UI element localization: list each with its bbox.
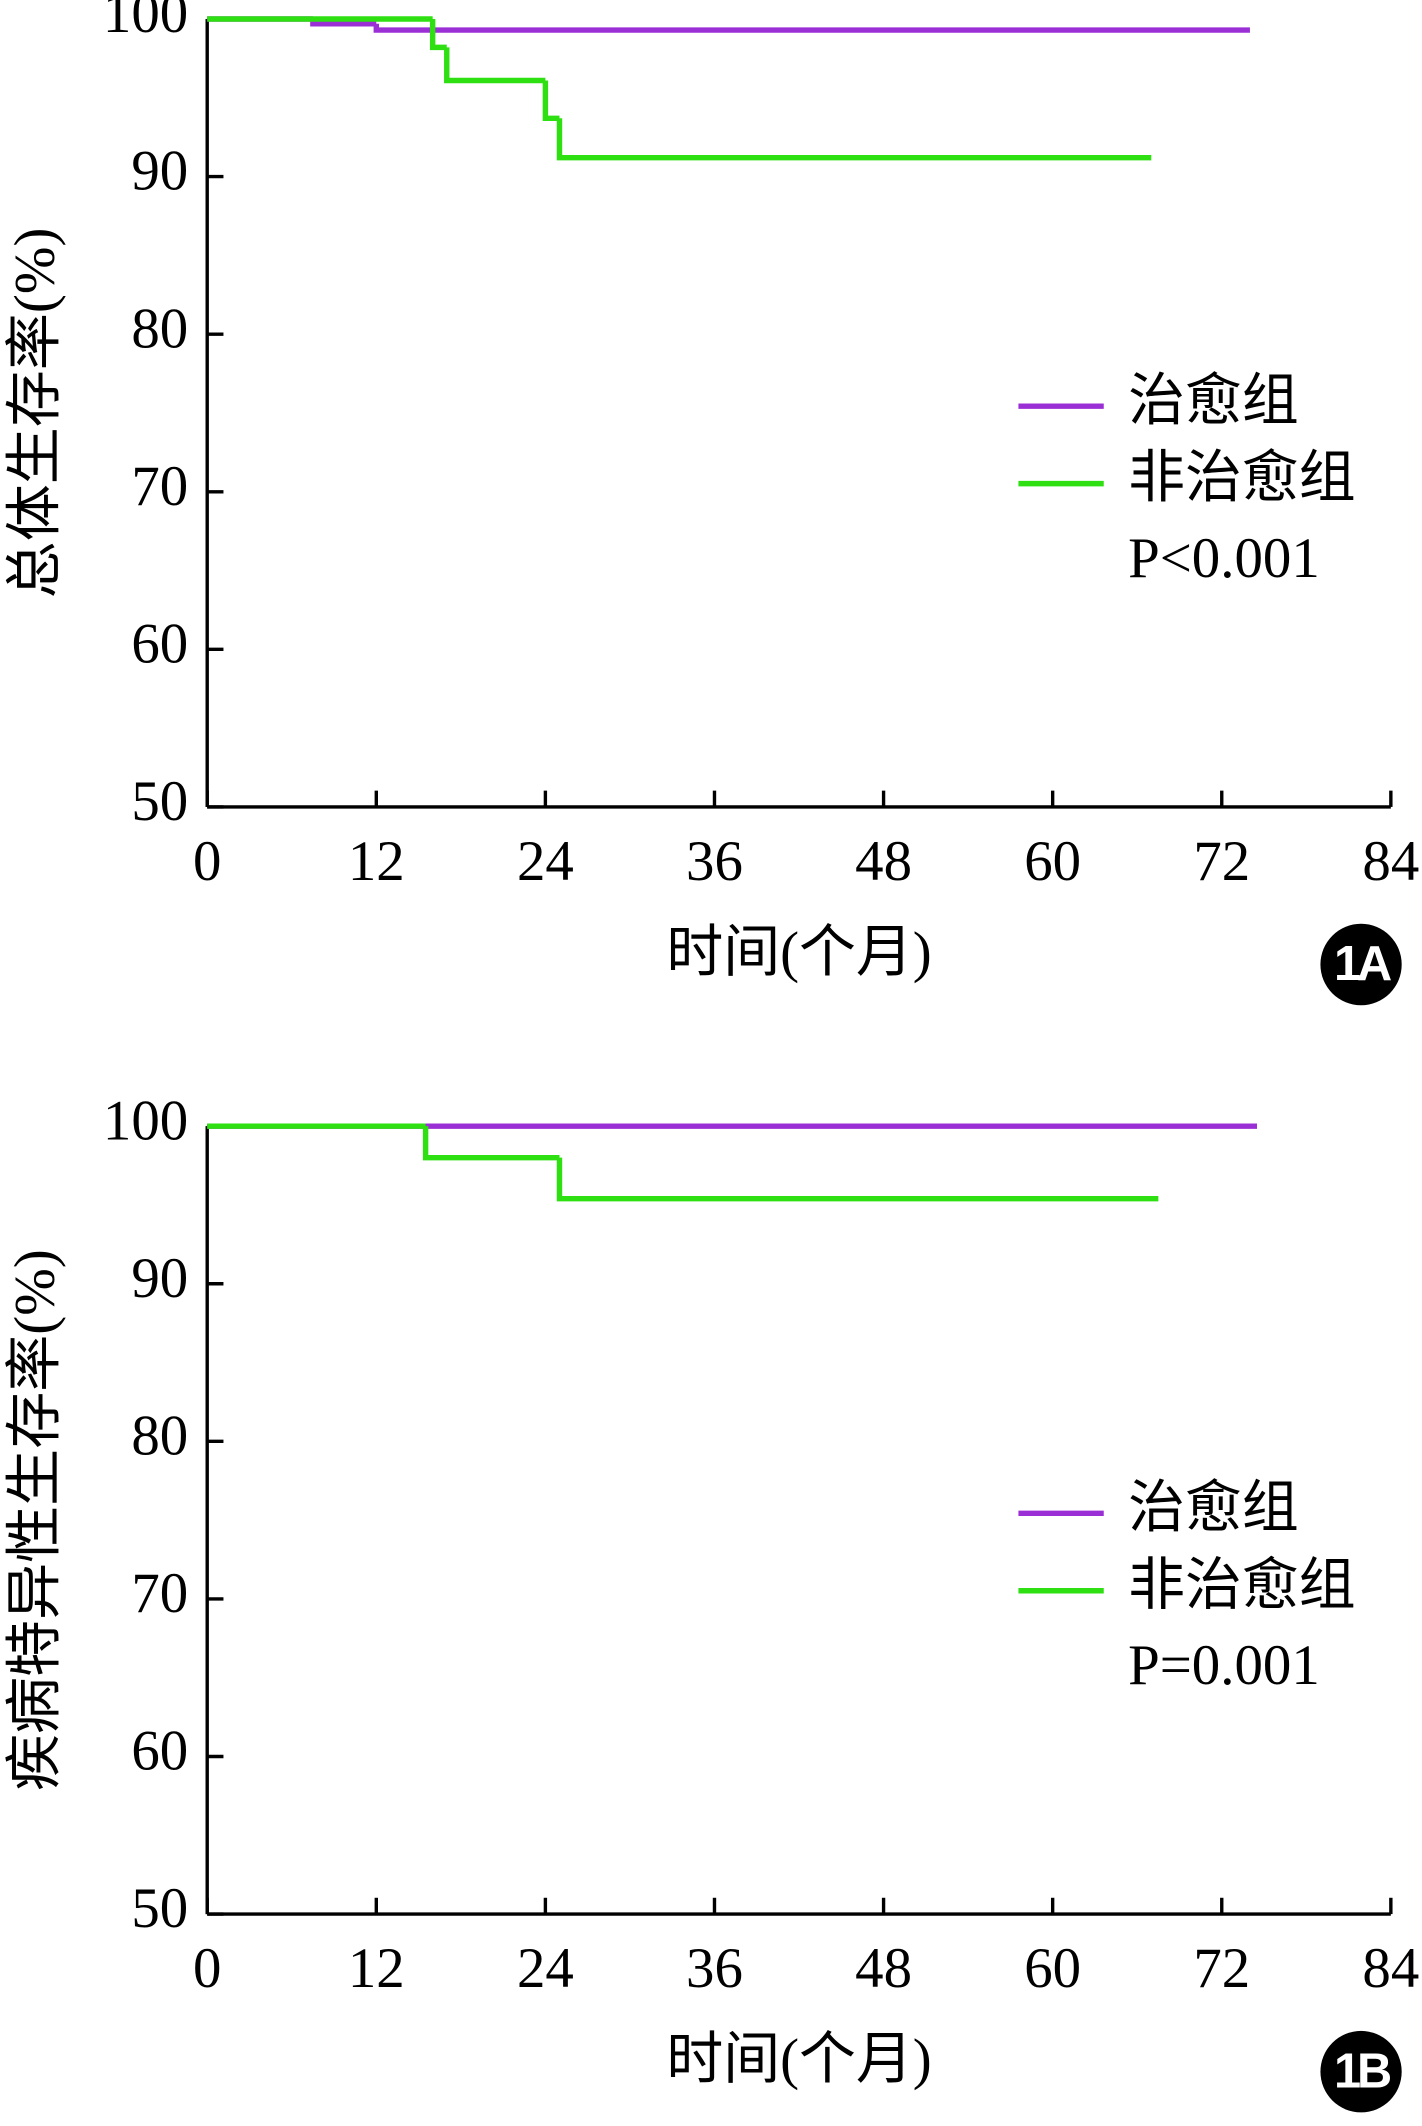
panel-badge <box>1320 2030 1402 2113</box>
y-tick-label: 70 <box>131 455 188 518</box>
x-tick-label: 48 <box>855 1937 912 2000</box>
y-axis-label: 总体生存率(%) <box>4 228 67 599</box>
p-value-annotation: P<0.001 <box>1128 527 1320 590</box>
y-tick-label: 100 <box>103 1089 188 1152</box>
y-tick-label: 90 <box>131 140 188 203</box>
x-tick-label: 60 <box>1024 830 1081 893</box>
chart-panel: 50 60 70 80 90 100 0 12 24 36 48 60 72 84 时间(个月) 总体生存率(… <box>4 0 1419 1006</box>
y-tick-label: 60 <box>131 612 188 675</box>
survival-step <box>542 80 560 122</box>
survival-step <box>556 118 1152 161</box>
legend-label: 治愈组 <box>1128 1476 1299 1539</box>
x-tick-label: 12 <box>348 1937 405 2000</box>
survival-step <box>444 47 546 84</box>
survival-step <box>556 1157 1159 1202</box>
y-tick-label: 80 <box>131 1404 188 1467</box>
x-tick-label: 84 <box>1362 1937 1419 2000</box>
legend-label: 非治愈组 <box>1128 447 1355 510</box>
x-tick-label: 0 <box>193 1937 221 2000</box>
legend-label: 治愈组 <box>1128 369 1299 432</box>
y-tick-label: 60 <box>131 1720 188 1783</box>
panel-label: 1A <box>1334 937 1391 991</box>
y-tick-label: 50 <box>131 1877 188 1940</box>
y-axis-label: 疾病特异性生存率(%) <box>4 1249 67 1791</box>
x-tick-label: 60 <box>1024 1937 1081 2000</box>
x-tick-label: 12 <box>348 830 405 893</box>
chart-panel: 50 60 70 80 90 100 0 12 24 36 48 60 72 84 时间(个月) 疾病特异性生… <box>4 1089 1419 2113</box>
x-axis-label: 时间(个月) <box>666 921 931 984</box>
x-tick-label: 36 <box>686 830 743 893</box>
legend-label: 非治愈组 <box>1128 1554 1355 1617</box>
x-tick-label: 84 <box>1362 830 1419 893</box>
x-tick-label: 36 <box>686 1937 743 2000</box>
panel-label: 1B <box>1334 2044 1391 2098</box>
survival-step <box>373 23 1250 33</box>
y-tick-label: 90 <box>131 1247 188 1310</box>
x-tick-label: 24 <box>517 1937 574 2000</box>
x-tick-label: 72 <box>1193 1937 1250 2000</box>
x-tick-label: 72 <box>1193 830 1250 893</box>
y-tick-label: 50 <box>131 770 188 833</box>
y-tick-label: 80 <box>131 297 188 360</box>
survival-step <box>429 19 447 51</box>
panel-badge <box>1320 923 1402 1006</box>
survival-step <box>422 1126 560 1161</box>
y-tick-label: 70 <box>131 1562 188 1625</box>
p-value-annotation: P=0.001 <box>1128 1634 1320 1697</box>
x-axis-label: 时间(个月) <box>666 2028 931 2091</box>
x-tick-label: 0 <box>193 830 221 893</box>
y-tick-label: 100 <box>103 0 188 45</box>
x-tick-label: 48 <box>855 830 912 893</box>
x-tick-label: 24 <box>517 830 574 893</box>
